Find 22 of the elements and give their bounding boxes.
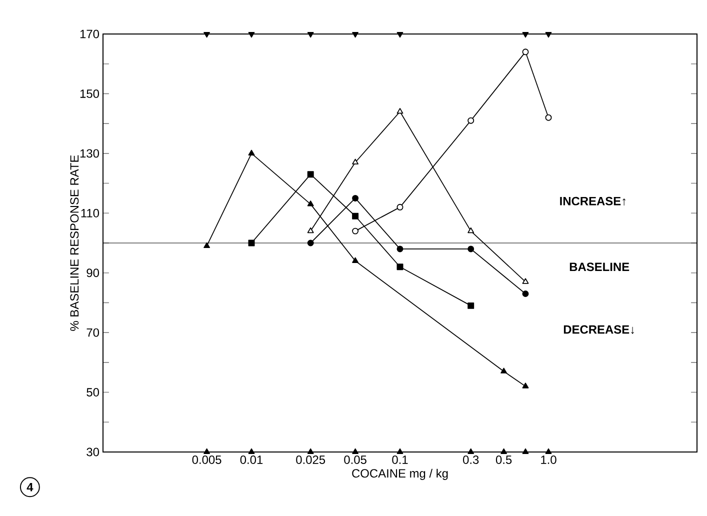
y-tick-label: 30 [86,448,100,456]
x-tick-label: 0.3 [463,456,479,464]
text: 4 [26,483,34,492]
y-tick-label: 110 [81,208,100,218]
annotation: DECREASE↓ [564,325,634,334]
y-tick-label: 150 [80,89,100,98]
y-tick-label: 130 [80,149,100,158]
y-axis-title: % BASELINE RESPONSE RATE [70,155,79,331]
x-axis-title: COCAINE mg / kg [352,468,448,480]
x-tick-label: 0.025 [296,456,326,464]
x-tick-label: 0.05 [344,456,366,464]
y-tick-label: 50 [86,388,100,397]
x-tick-label: 0.01 [240,456,263,464]
x-tick-label: 0.1 [392,456,408,464]
x-tick-label: 0.5 [496,456,512,464]
y-tick-label: 90 [86,268,100,278]
ref-line-label: BASELINE [570,262,630,272]
y-tick-label: 70 [86,328,100,337]
annotation: INCREASE↑ [560,196,626,206]
y-tick-label: 170 [80,30,100,38]
x-tick-label: 1.0 [541,456,556,464]
x-tick-label: 0.005 [192,456,222,464]
